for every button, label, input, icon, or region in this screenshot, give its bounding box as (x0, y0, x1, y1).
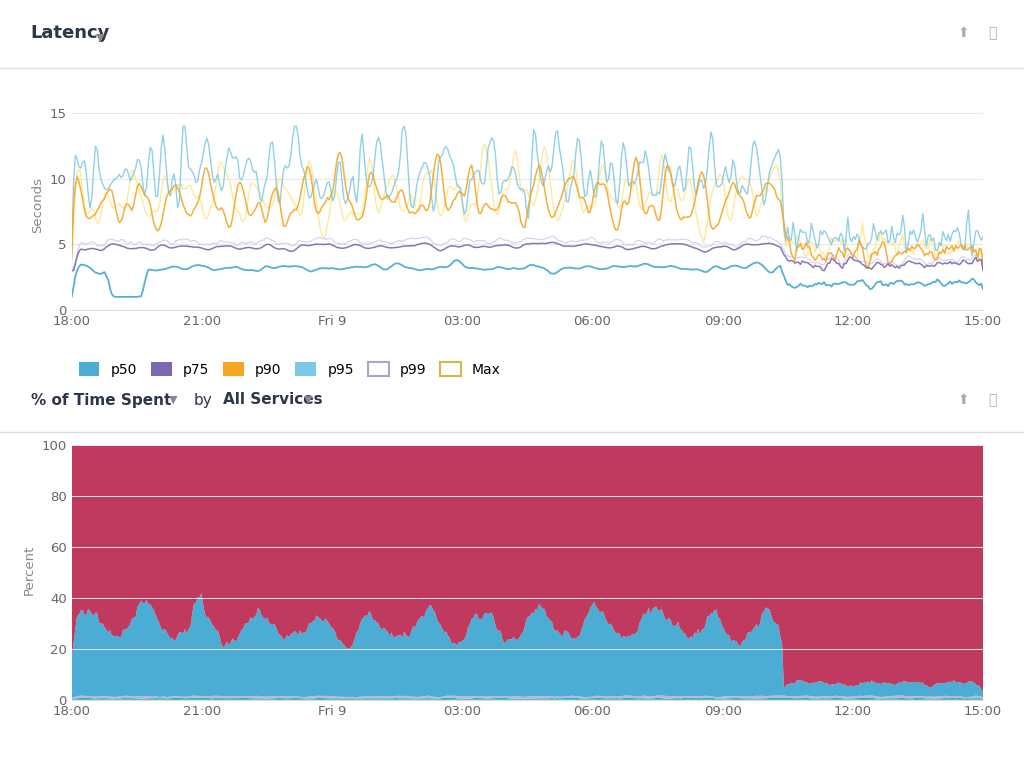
Text: % of Time Spent: % of Time Spent (31, 393, 171, 408)
Y-axis label: Percent: Percent (23, 545, 36, 595)
Text: ⤢: ⤢ (988, 26, 996, 40)
Text: ▼: ▼ (169, 395, 177, 405)
Text: ⬆: ⬆ (957, 393, 969, 407)
Y-axis label: Seconds: Seconds (32, 177, 44, 233)
Text: ▼: ▼ (96, 33, 104, 42)
Text: ▼: ▼ (304, 395, 312, 405)
Text: Latency: Latency (31, 24, 111, 42)
Text: ⤢: ⤢ (988, 393, 996, 407)
Text: ⬆: ⬆ (957, 26, 969, 40)
Text: by: by (194, 393, 212, 408)
Legend: p50, p75, p90, p95, p99, Max: p50, p75, p90, p95, p99, Max (79, 362, 501, 376)
Text: All Services: All Services (223, 393, 323, 408)
